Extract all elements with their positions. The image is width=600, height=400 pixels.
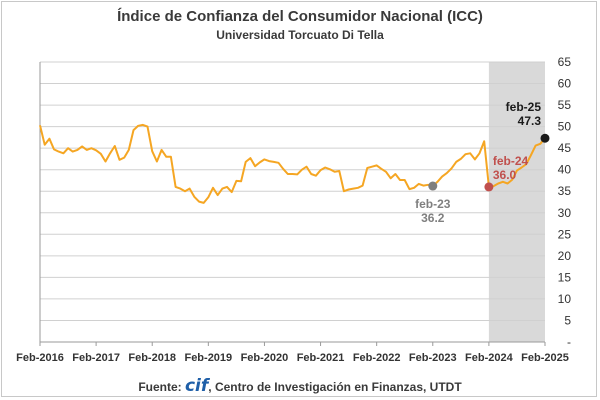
- marker-feb-24: [484, 182, 494, 192]
- x-tick-label: Feb-2020: [241, 352, 289, 364]
- x-tick-label: Feb-2021: [297, 352, 345, 364]
- y-tick-label: 45: [558, 141, 572, 155]
- y-tick-label: 5: [564, 313, 571, 327]
- y-tick-label: -: [567, 335, 571, 349]
- x-tick-label: Feb-2025: [521, 352, 569, 364]
- y-tick-label: 25: [558, 227, 572, 241]
- y-tick-label: 60: [558, 77, 572, 91]
- chart-subtitle: Universidad Torcuato Di Tella: [216, 28, 384, 42]
- source-note: Fuente: cif, Centro de Investigación en …: [0, 376, 600, 396]
- x-tick-label: Feb-2024: [465, 352, 514, 364]
- annotation-value: 36.2: [421, 211, 445, 225]
- annotation-date: feb-23: [415, 197, 451, 211]
- x-tick-label: Feb-2023: [409, 352, 457, 364]
- annotation-value: 47.3: [518, 114, 542, 128]
- icc-series-line: [39, 123, 546, 204]
- annotation-date: feb-24: [493, 154, 529, 168]
- y-tick-label: 40: [558, 163, 572, 177]
- source-text: , Centro de Investigación en Finanzas, U…: [208, 380, 462, 394]
- marker-feb-23: [428, 181, 438, 191]
- source-prefix: Fuente:: [138, 380, 185, 394]
- y-tick-label: 50: [558, 120, 572, 134]
- cif-logo: cif: [184, 376, 209, 396]
- y-tick-label: 30: [558, 206, 572, 220]
- x-tick-label: Feb-2017: [72, 352, 120, 364]
- y-tick-label: 35: [558, 184, 572, 198]
- y-tick-label: 10: [558, 292, 572, 306]
- annotation-date: feb-25: [506, 100, 542, 114]
- chart-title: Índice de Confianza del Consumidor Nacio…: [117, 8, 483, 25]
- x-tick-label: Feb-2019: [184, 352, 232, 364]
- x-tick-label: Feb-2016: [16, 352, 64, 364]
- y-tick-label: 20: [558, 249, 572, 263]
- x-tick-label: Feb-2022: [353, 352, 401, 364]
- shaded-period: [488, 62, 545, 342]
- y-tick-label: 15: [558, 270, 572, 284]
- x-tick-label: Feb-2018: [128, 352, 176, 364]
- y-tick-label: 55: [558, 98, 572, 112]
- annotation-value: 36.0: [493, 168, 517, 182]
- marker-feb-25: [540, 133, 550, 143]
- y-tick-label: 65: [558, 55, 572, 69]
